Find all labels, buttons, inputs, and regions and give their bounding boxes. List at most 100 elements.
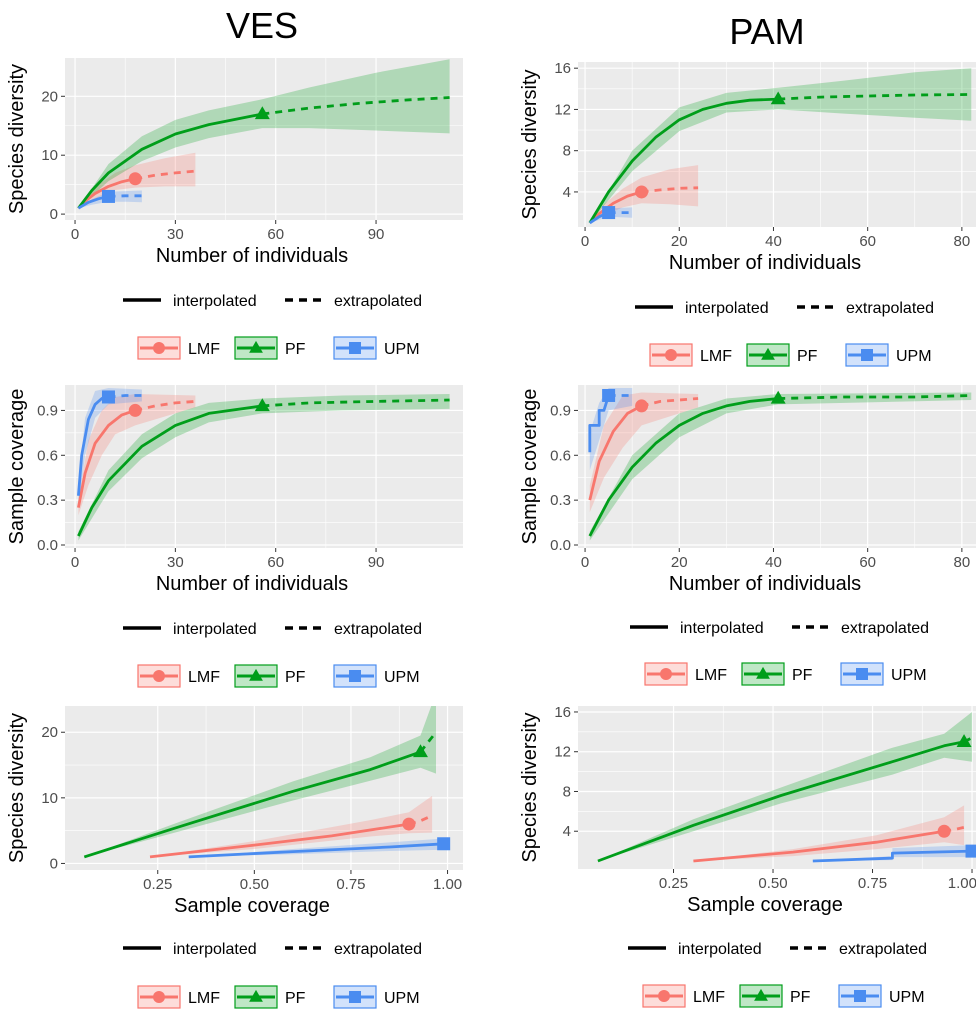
observed-point-lmf [635, 185, 649, 199]
legend: interpolated extrapolated LMF PF UPM [628, 941, 927, 1008]
interpolated-line-lmf [149, 822, 410, 859]
x-tick-label: 0 [581, 554, 589, 571]
confidence-band-upm [78, 388, 142, 507]
observed-point-upm [101, 189, 115, 203]
y-axis-label: Species diversity [519, 712, 541, 862]
legend-label-pf: PF [792, 667, 813, 684]
legend-label-pf: PF [285, 341, 306, 358]
legend-label-pf: PF [285, 669, 306, 686]
y-tick-label: 10 [41, 147, 58, 164]
observed-point-lmf [128, 172, 142, 186]
plot-background [578, 706, 976, 869]
interpolated-line-upm [812, 849, 973, 863]
observed-point-pf [770, 91, 786, 105]
x-tick-label: 0 [581, 233, 589, 250]
legend-label-upm: UPM [384, 990, 420, 1007]
legend-label-extrapolated: extrapolated [839, 941, 927, 958]
x-tick-label: 90 [368, 226, 385, 243]
interpolated-line-pf [588, 397, 779, 537]
y-tick-label: 0.9 [37, 402, 58, 419]
confidence-band-upm [589, 388, 633, 471]
y-tick-label: 0.6 [550, 447, 571, 464]
y-tick-label: 8 [563, 143, 571, 160]
axis-ticks: 0.0 0.3 0.6 0.9 0 20 40 60 80 [550, 402, 970, 571]
plot-background [65, 58, 463, 220]
panel-ves-1: 0 10 20 0 30 60 90 Number of individuals Species… [6, 58, 463, 360]
y-tick-label: 8 [563, 783, 571, 800]
x-axis-label: Number of individuals [669, 252, 861, 274]
legend-key-marker-upm [349, 670, 361, 682]
legend-label-lmf: LMF [693, 989, 725, 1006]
legend-key-marker-pf [249, 340, 263, 353]
x-tick-label: 40 [765, 233, 782, 250]
observed-point-lmf [128, 403, 142, 417]
panel-ves-3: 0 10 20 0.25 0.50 0.75 1.00 Sample coverage Spec… [6, 706, 463, 1009]
gridlines [578, 706, 976, 869]
observed-point-upm [437, 837, 451, 851]
observed-point-upm [602, 388, 616, 402]
legend-label-pf: PF [797, 348, 818, 365]
legend-label-extrapolated: extrapolated [846, 300, 934, 317]
observed-point-pf [254, 398, 270, 412]
extrapolated-line-pf [419, 731, 438, 753]
legend-label-lmf: LMF [188, 341, 220, 358]
x-tick-label: 60 [267, 554, 284, 571]
observed-point-upm [602, 206, 616, 220]
plot-background [578, 385, 976, 548]
x-tick-label: 60 [859, 554, 876, 571]
y-tick-label: 0.0 [550, 537, 571, 554]
interpolated-line-lmf [588, 404, 643, 501]
x-axis-label: Number of individuals [669, 573, 861, 595]
data-layer [588, 388, 972, 541]
confidence-band-pf [78, 59, 450, 209]
legend-key-marker-pf [754, 988, 768, 1001]
panel-pam-3: 4 8 12 16 0.25 0.50 0.75 1.00 Sample coverage Spe… [519, 704, 976, 1008]
legend-label-extrapolated: extrapolated [334, 941, 422, 958]
confidence-band-pf [589, 68, 972, 223]
legend-label-extrapolated: extrapolated [334, 293, 422, 310]
confidence-band-lmf [589, 392, 699, 513]
legend-key-marker-pf [761, 347, 775, 360]
observed-point-lmf [937, 824, 951, 838]
interpolated-line-pf [83, 750, 421, 859]
confidence-band-pf [597, 712, 972, 861]
y-tick-label: 0.0 [37, 537, 58, 554]
panel-pam-2: 0.0 0.3 0.6 0.9 0 20 40 60 80 Number of individua… [519, 385, 976, 686]
legend-key-marker-lmf [665, 349, 677, 361]
data-layer [83, 706, 451, 859]
observed-point-pf [770, 390, 786, 404]
legend-label-upm: UPM [384, 669, 420, 686]
extrapolated-line-lmf [134, 169, 196, 181]
legend-key-marker-pf [249, 989, 263, 1002]
interpolated-line-pf [588, 97, 779, 224]
interpolated-line-pf [597, 740, 965, 863]
axis-ticks: 4 8 12 16 0 20 40 60 80 [554, 60, 970, 250]
x-axis-label: Sample coverage [174, 895, 330, 917]
legend: interpolated extrapolated LMF PF UPM [123, 293, 422, 360]
y-tick-label: 4 [563, 823, 571, 840]
legend-label-interpolated: interpolated [173, 941, 257, 958]
interpolated-line-lmf [588, 190, 642, 224]
legend-key-marker-lmf [153, 991, 165, 1003]
x-tick-label: 0.75 [336, 876, 365, 893]
y-tick-label: 16 [554, 704, 571, 721]
legend-label-pf: PF [285, 990, 306, 1007]
legend-key-marker-lmf [153, 342, 165, 354]
extrapolated-line-lmf [134, 400, 196, 412]
interpolated-line-upm [188, 842, 444, 859]
interpolated-line-pf [77, 404, 263, 537]
legend-label-lmf: LMF [188, 990, 220, 1007]
y-tick-label: 0 [50, 206, 58, 223]
x-tick-label: 40 [765, 554, 782, 571]
data-layer [597, 712, 976, 863]
x-tick-label: 0.75 [858, 875, 887, 892]
x-tick-label: 0.25 [143, 876, 172, 893]
y-axis-label: Species diversity [6, 64, 28, 214]
y-tick-label: 12 [554, 744, 571, 761]
extrapolated-line-pf [778, 394, 972, 400]
y-tick-label: 0.9 [550, 402, 571, 419]
x-tick-label: 0.50 [240, 876, 269, 893]
extrapolated-line-pf [262, 96, 450, 116]
column-title-ves: VES [226, 5, 298, 46]
